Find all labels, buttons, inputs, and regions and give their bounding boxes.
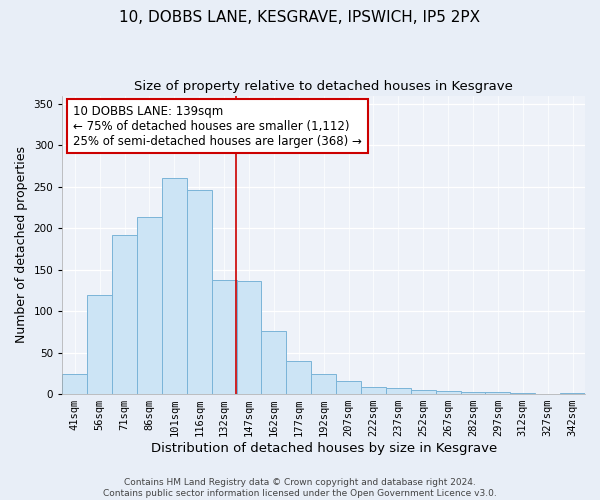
- Bar: [386, 388, 411, 394]
- Bar: [411, 390, 436, 394]
- Bar: [262, 331, 286, 394]
- Bar: [311, 374, 336, 394]
- Y-axis label: Number of detached properties: Number of detached properties: [15, 146, 28, 344]
- X-axis label: Distribution of detached houses by size in Kesgrave: Distribution of detached houses by size …: [151, 442, 497, 455]
- Bar: [212, 280, 236, 394]
- Bar: [485, 392, 511, 394]
- Bar: [236, 282, 262, 394]
- Bar: [87, 294, 112, 394]
- Text: 10 DOBBS LANE: 139sqm
← 75% of detached houses are smaller (1,112)
25% of semi-d: 10 DOBBS LANE: 139sqm ← 75% of detached …: [73, 104, 362, 148]
- Bar: [461, 392, 485, 394]
- Title: Size of property relative to detached houses in Kesgrave: Size of property relative to detached ho…: [134, 80, 513, 93]
- Bar: [137, 218, 162, 394]
- Bar: [162, 178, 187, 394]
- Bar: [436, 391, 461, 394]
- Bar: [62, 374, 87, 394]
- Text: Contains HM Land Registry data © Crown copyright and database right 2024.
Contai: Contains HM Land Registry data © Crown c…: [103, 478, 497, 498]
- Bar: [112, 235, 137, 394]
- Bar: [286, 361, 311, 394]
- Bar: [361, 388, 386, 394]
- Bar: [336, 381, 361, 394]
- Text: 10, DOBBS LANE, KESGRAVE, IPSWICH, IP5 2PX: 10, DOBBS LANE, KESGRAVE, IPSWICH, IP5 2…: [119, 10, 481, 25]
- Bar: [187, 190, 212, 394]
